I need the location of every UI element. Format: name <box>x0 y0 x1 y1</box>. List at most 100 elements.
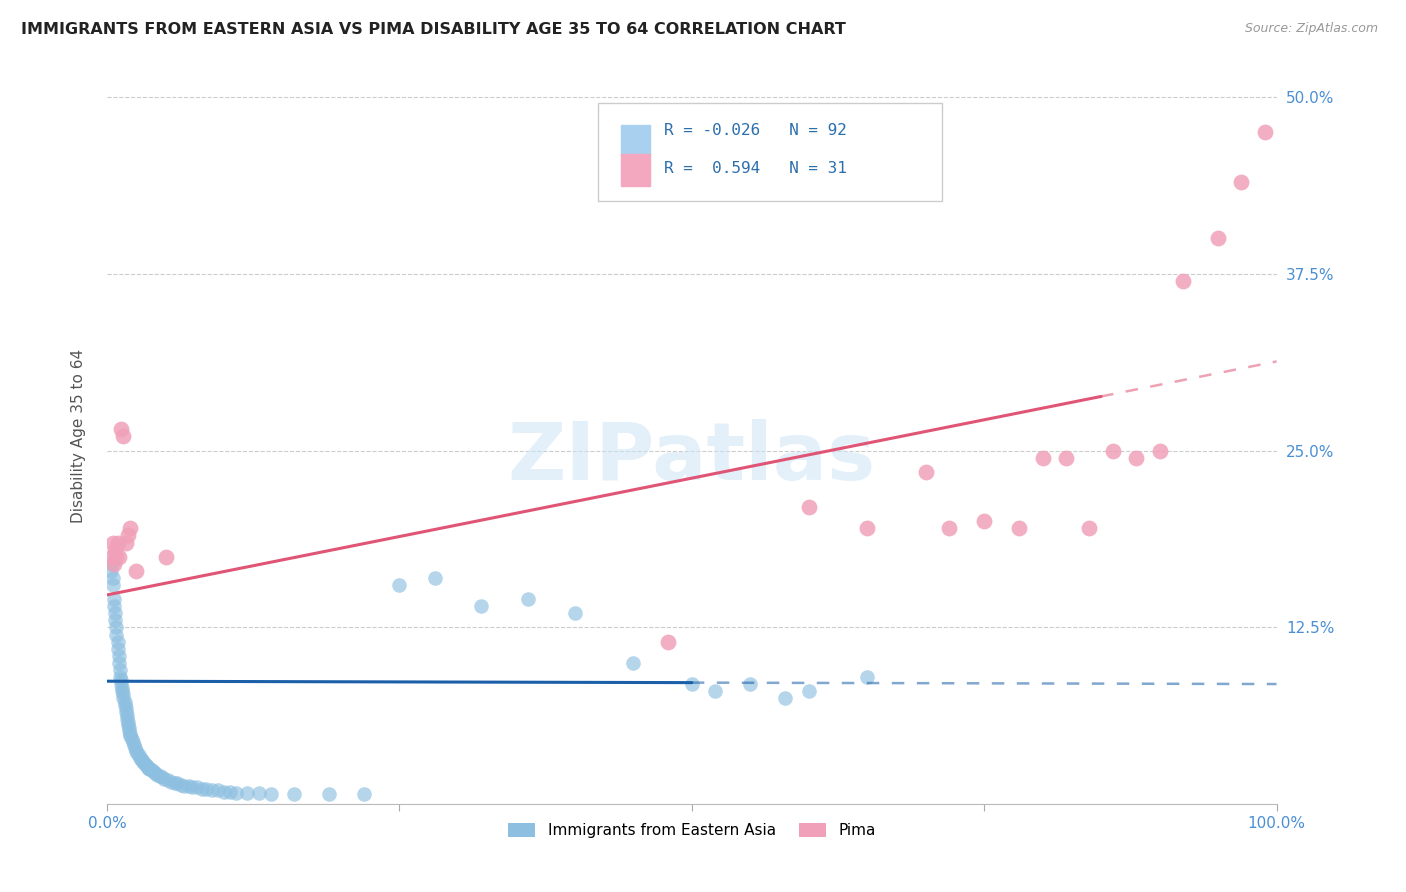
Y-axis label: Disability Age 35 to 64: Disability Age 35 to 64 <box>72 350 86 524</box>
Point <box>218 784 240 798</box>
Point <box>120 521 142 535</box>
Point <box>143 766 166 780</box>
Point <box>101 578 124 592</box>
Point <box>797 500 820 515</box>
Point <box>1054 450 1077 465</box>
Point <box>207 783 229 797</box>
Point <box>101 571 124 585</box>
Point <box>114 535 136 549</box>
Point <box>107 634 129 648</box>
Point <box>135 757 157 772</box>
Text: R =  0.594   N = 31: R = 0.594 N = 31 <box>664 161 846 176</box>
Point <box>141 764 163 778</box>
Point <box>117 715 139 730</box>
Point <box>155 549 177 564</box>
Point <box>236 786 259 800</box>
Point <box>1230 175 1253 189</box>
Point <box>104 607 127 621</box>
Point <box>856 670 879 684</box>
Point <box>150 771 173 785</box>
Point <box>1101 443 1123 458</box>
Point <box>247 786 270 800</box>
Legend: Immigrants from Eastern Asia, Pima: Immigrants from Eastern Asia, Pima <box>502 817 882 845</box>
Point <box>115 708 138 723</box>
Point <box>775 691 797 706</box>
Point <box>105 549 128 564</box>
Point <box>110 677 132 691</box>
Point <box>100 549 122 564</box>
Point <box>195 781 218 796</box>
Point <box>114 698 136 713</box>
Point <box>1078 521 1101 535</box>
Point <box>114 701 136 715</box>
Point <box>114 706 136 720</box>
Point <box>160 774 183 789</box>
Point <box>118 721 141 735</box>
Point <box>128 750 150 764</box>
Point <box>128 747 150 762</box>
Point <box>1008 521 1031 535</box>
Point <box>105 627 128 641</box>
Point <box>107 648 129 663</box>
Point <box>681 677 703 691</box>
Point <box>260 788 283 802</box>
Point <box>166 776 188 790</box>
Point <box>112 691 135 706</box>
Point <box>117 718 139 732</box>
Point <box>225 786 247 800</box>
Point <box>914 465 936 479</box>
Point <box>101 535 124 549</box>
Point <box>132 755 155 769</box>
Point <box>121 732 143 747</box>
Point <box>112 429 135 443</box>
Point <box>973 514 995 528</box>
Point <box>1254 125 1277 139</box>
Point <box>135 759 157 773</box>
Point <box>856 521 879 535</box>
Text: IMMIGRANTS FROM EASTERN ASIA VS PIMA DISABILITY AGE 35 TO 64 CORRELATION CHART: IMMIGRANTS FROM EASTERN ASIA VS PIMA DIS… <box>21 22 846 37</box>
Point <box>149 769 172 783</box>
Point <box>318 788 340 802</box>
Point <box>121 735 143 749</box>
Point <box>111 681 134 696</box>
Point <box>181 780 204 795</box>
Point <box>212 784 235 798</box>
Point <box>146 767 169 781</box>
Point <box>112 687 135 701</box>
Point <box>938 521 960 535</box>
Point <box>1125 450 1147 465</box>
Point <box>470 599 492 614</box>
Point <box>127 747 149 761</box>
Point <box>136 760 159 774</box>
Point <box>564 607 586 621</box>
Point <box>105 620 128 634</box>
Point <box>423 571 446 585</box>
Point <box>353 788 375 802</box>
Point <box>797 684 820 698</box>
Point <box>177 779 200 793</box>
Point <box>704 684 727 698</box>
Point <box>740 677 762 691</box>
Point <box>107 641 129 656</box>
Point <box>103 599 125 614</box>
Point <box>153 772 176 786</box>
Point <box>125 564 148 578</box>
Point <box>139 762 162 776</box>
Text: Source: ZipAtlas.com: Source: ZipAtlas.com <box>1244 22 1378 36</box>
Point <box>191 781 214 796</box>
Point <box>117 528 139 542</box>
Point <box>111 684 134 698</box>
Point <box>1032 450 1054 465</box>
Point <box>120 726 142 740</box>
Point <box>103 557 125 571</box>
Point <box>115 713 138 727</box>
Text: R = -0.026   N = 92: R = -0.026 N = 92 <box>664 123 846 138</box>
Point <box>1171 274 1194 288</box>
Point <box>517 592 540 607</box>
Point <box>138 762 160 776</box>
Point <box>120 730 142 744</box>
Point <box>163 776 186 790</box>
Point <box>114 695 136 709</box>
Point <box>142 764 165 779</box>
Point <box>125 743 148 757</box>
